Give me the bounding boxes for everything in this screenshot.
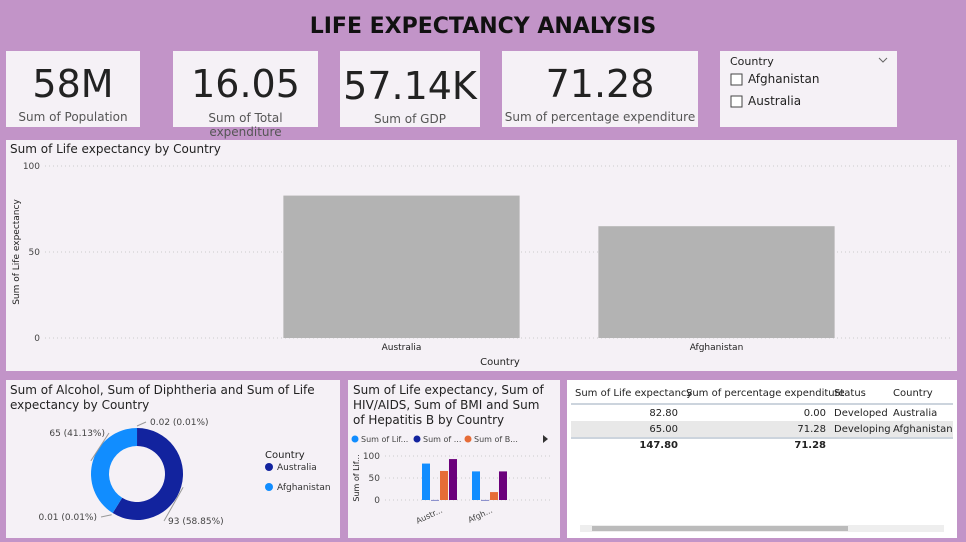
slicer-title: Country	[730, 55, 774, 68]
legend-arrow[interactable]	[543, 435, 548, 443]
card-value: 57.14K	[343, 64, 477, 108]
bar	[490, 492, 498, 500]
leader-line	[136, 421, 147, 427]
leader-line	[100, 514, 112, 518]
y-axis-label: Sum of Life expectancy	[12, 199, 22, 305]
total-cell: 71.28	[794, 440, 826, 451]
legend-swatch	[265, 483, 273, 491]
leader-line	[163, 486, 184, 522]
y-tick-label: 100	[363, 452, 380, 462]
card-panel	[340, 51, 480, 127]
legend-label: Australia	[277, 463, 317, 473]
card-panel	[6, 51, 140, 127]
bar	[499, 471, 507, 500]
slicer-item[interactable]: Afghanistan	[748, 72, 820, 86]
cell: Developed	[834, 408, 888, 419]
x-tick-label: Afghanistan	[690, 343, 744, 353]
leader-line	[90, 432, 110, 462]
cell: 0.00	[803, 408, 826, 419]
x-axis-label: Country	[480, 357, 520, 368]
slicer-item[interactable]: Australia	[748, 94, 802, 108]
column-header: Country	[893, 388, 933, 399]
legend-label: Sum of B...	[474, 435, 518, 444]
y-axis-label: Sum of Lif...	[352, 454, 361, 501]
data-label: 93 (58.85%)	[168, 517, 224, 527]
checkbox[interactable]	[730, 95, 743, 108]
legend-swatch	[464, 435, 472, 443]
legend-swatch	[265, 463, 273, 471]
card-value: 71.28	[545, 62, 655, 106]
cell: 82.80	[649, 408, 678, 419]
total-cell: 147.80	[639, 440, 678, 451]
cell: 65.00	[649, 424, 678, 435]
bar	[472, 471, 480, 500]
y-tick-label: 100	[23, 162, 40, 172]
column-header: Sum of percentage expenditure	[686, 388, 845, 399]
bar	[440, 470, 448, 500]
card-value: 58M	[32, 62, 114, 106]
cell: Australia	[893, 408, 938, 419]
cell: Developing	[834, 424, 891, 435]
legend-swatch	[351, 435, 359, 443]
chart-title: Sum of Alcohol, Sum of Diphtheria and Su…	[10, 383, 315, 412]
cell: 71.28	[797, 424, 826, 435]
bar	[598, 226, 835, 338]
card-label: Sum of Total expenditure	[208, 111, 283, 139]
legend-label: Sum of ...	[423, 435, 461, 444]
legend-label: Afghanistan	[277, 483, 331, 493]
donut-slice	[112, 428, 183, 520]
table-panel	[567, 380, 957, 538]
card-panel	[502, 51, 698, 127]
row-shade	[571, 421, 953, 437]
checkbox[interactable]	[730, 73, 743, 86]
y-tick-label: 0	[34, 334, 40, 344]
data-label: 65 (41.13%)	[49, 429, 105, 439]
y-tick-label: 50	[369, 474, 381, 484]
bar	[481, 499, 489, 501]
slicer-panel	[720, 51, 897, 127]
column-header: Status	[834, 388, 866, 399]
card-label: Sum of percentage expenditure	[504, 110, 696, 124]
scroll-thumb[interactable]	[592, 526, 848, 531]
column-header: Sum of Life expectancy	[575, 388, 693, 399]
legend-swatch	[413, 435, 421, 443]
card-label: Sum of Population	[18, 110, 128, 124]
column-panel	[348, 380, 560, 538]
card-panel	[173, 51, 318, 127]
bar	[422, 463, 430, 500]
page-title: LIFE EXPECTANCY ANALYSIS	[309, 14, 657, 39]
data-label: 0.02 (0.01%)	[150, 418, 209, 428]
cell: Afghanistan	[893, 424, 953, 435]
bar	[449, 459, 457, 500]
card-label: Sum of GDP	[374, 112, 446, 126]
data-label: 0.01 (0.01%)	[38, 513, 97, 523]
y-tick-label: 50	[29, 248, 41, 258]
chart-title: Sum of Life expectancy, Sum of HIV/AIDS,…	[353, 383, 544, 427]
slicer-chevron[interactable]	[878, 57, 888, 63]
y-tick-label: 0	[374, 496, 380, 506]
chart-title: Sum of Life expectancy by Country	[10, 142, 221, 156]
bar	[283, 195, 520, 338]
bar	[431, 499, 439, 501]
legend-title: Country	[265, 450, 305, 461]
x-tick-label: Australia	[382, 343, 422, 353]
donut-slice	[112, 497, 123, 514]
legend-label: Sum of Lif...	[361, 435, 408, 444]
donut-slice	[90, 428, 137, 514]
card-value: 16.05	[191, 62, 300, 106]
